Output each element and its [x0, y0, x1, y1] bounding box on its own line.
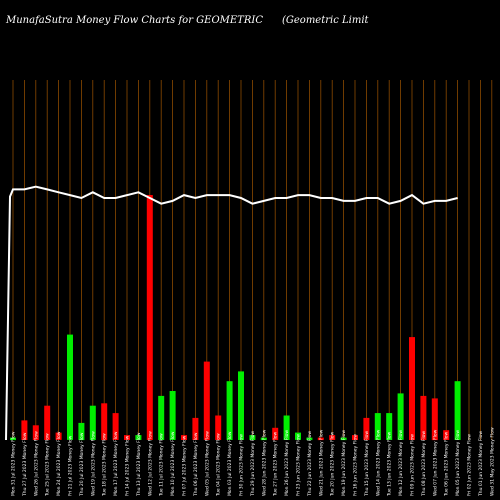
- date-label: Mon 31 Jul 2023 Money Flow: [11, 431, 17, 496]
- price-line: [5, 185, 458, 441]
- money-flow-bar: [55, 432, 62, 440]
- date-label: Thu 27 Jul 2023 Money Flow: [22, 432, 28, 497]
- money-flow-bar: [101, 403, 108, 441]
- date-label: Wed 12 Jul 2023 Money Flow: [147, 431, 153, 496]
- date-label: Tue 13 Jun 2023 Money Flow: [387, 431, 393, 497]
- money-flow-bar: [215, 415, 222, 440]
- date-label: Thu 13 Jul 2023 Money Flow: [136, 432, 142, 497]
- date-label: Fri 09 Jun 2023 Money Flow: [410, 434, 416, 496]
- date-label: Mon 12 Jun 2023 Money Flow: [398, 430, 404, 496]
- money-flow-bar: [89, 405, 96, 440]
- date-label: Thu 15 Jun 2023 Money Flow: [364, 431, 370, 497]
- date-label: Tue 20 Jun 2023 Money Flow: [330, 431, 336, 497]
- date-labels: Mon 31 Jul 2023 Money Flow Thu 27 Jul 202…: [11, 427, 496, 497]
- money-flow-bar: [409, 337, 415, 440]
- money-flow-bar: [146, 195, 153, 440]
- date-label: Wed 05 Jul 2023 Money Flow: [204, 431, 210, 496]
- date-label: Mon 17 Jul 2023 Money Flow: [113, 431, 119, 496]
- chart-subtitle: (Geometric Limit: [282, 15, 370, 26]
- date-label: Wed 31 May 2023 Money Flow: [489, 427, 495, 496]
- money-flow-bar: [226, 381, 233, 440]
- date-label: Wed 07 Jun 2023 Money Flow: [432, 429, 438, 496]
- money-flow-bars: [10, 195, 461, 441]
- date-label: Thu 22 Jun 2023 Money Flow: [307, 431, 313, 497]
- date-label: Mon 19 Jun 2023 Money Flow: [341, 430, 347, 496]
- money-flow-bar: [283, 415, 290, 440]
- date-label: Wed 19 Jul 2023 Money Flow: [90, 431, 96, 496]
- money-flow-bar: [260, 437, 267, 441]
- date-label: Fri 02 Jun 2023 Money Flow: [467, 434, 473, 496]
- date-label: Mon 05 Jun 2023 Money Flow: [455, 430, 461, 496]
- money-flow-bar: [420, 395, 427, 440]
- money-flow-bar: [78, 422, 85, 441]
- date-label: Thu 20 Jul 2023 Money Flow: [79, 432, 85, 497]
- date-label: Fri 16 Jun 2023 Money Flow: [353, 434, 359, 496]
- date-label: Wed 26 Jul 2023 Money Flow: [33, 431, 39, 496]
- date-label: Tue 11 Jul 2023 Money Flow: [159, 433, 165, 497]
- date-label: Tue 25 Jul 2023 Money Flow: [45, 433, 51, 497]
- money-flow-bar: [272, 427, 279, 441]
- money-flow-bar: [340, 437, 347, 441]
- date-label: Fri 21 Jul 2023 Money Flow: [68, 435, 74, 496]
- date-label: Mon 24 Jul 2023 Money Flow: [56, 431, 62, 496]
- date-label: Fri 30 Jun 2023 Money Flow: [239, 434, 245, 496]
- money-flow-bar: [431, 398, 438, 441]
- money-flow-bar: [352, 435, 358, 440]
- money-flow-bar: [306, 437, 313, 441]
- money-flow-bar: [363, 417, 370, 440]
- money-flow-bar: [317, 437, 324, 441]
- date-label: Tue 04 Jul 2023 Money Flow: [216, 433, 222, 497]
- date-label: Wed 14 Jun 2023 Money Flow: [375, 429, 381, 496]
- date-label: Fri 23 Jun 2023 Money Flow: [296, 434, 302, 496]
- date-label: Thu 01 Jun 2023 Money Flow: [478, 431, 484, 497]
- date-label: Wed 21 Jun 2023 Money Flow: [318, 429, 324, 496]
- money-flow-bar: [21, 420, 28, 440]
- money-flow-bar: [374, 413, 381, 440]
- money-flow-bar: [169, 391, 176, 440]
- money-flow-bar: [454, 381, 461, 440]
- date-label: Tue 06 Jun 2023 Money Flow: [444, 431, 450, 497]
- money-flow-bar: [10, 437, 16, 441]
- date-label: Fri 07 Jul 2023 Money Flow: [182, 435, 188, 496]
- money-flow-bar: [135, 435, 142, 440]
- money-flow-bar: [112, 413, 119, 440]
- money-flow-bar: [397, 393, 404, 440]
- money-flow-bar: [249, 435, 256, 440]
- money-flow-bar: [158, 395, 165, 440]
- money-flow-bar: [386, 413, 393, 440]
- date-label: Mon 26 Jun 2023 Money Flow: [284, 430, 290, 496]
- money-flow-bar: [44, 405, 51, 440]
- price-line-group: [5, 185, 458, 441]
- money-flow-bar: [329, 435, 336, 440]
- money-flow-bar: [238, 371, 244, 440]
- date-label: Wed 28 Jun 2023 Money Flow: [261, 429, 267, 496]
- date-label: Mon 03 Jul 2023 Money Flow: [227, 431, 233, 496]
- money-flow-bar: [67, 334, 73, 440]
- date-label: Thu 06 Jul 2023 Money Flow: [193, 432, 199, 497]
- chart-title: MunafaSutra Money Flow Charts for GEOMET…: [5, 15, 263, 26]
- money-flow-bar: [124, 435, 130, 440]
- money-flow-bar: [203, 361, 210, 440]
- date-label: Thu 08 Jun 2023 Money Flow: [421, 431, 427, 497]
- money-flow-bar: [443, 430, 450, 440]
- money-flow-bar: [295, 432, 301, 440]
- date-label: Mon 10 Jul 2023 Money Flow: [170, 431, 176, 496]
- date-label: Tue 18 Jul 2023 Money Flow: [102, 433, 108, 497]
- date-label: Thu 29 Jun 2023 Money Flow: [250, 431, 256, 497]
- money-flow-bar: [181, 435, 187, 440]
- money-flow-bar: [32, 425, 39, 440]
- date-label: Fri 14 Jul 2023 Money Flow: [125, 435, 131, 496]
- money-flow-bar: [192, 417, 199, 440]
- date-label: Tue 27 Jun 2023 Money Flow: [273, 431, 279, 497]
